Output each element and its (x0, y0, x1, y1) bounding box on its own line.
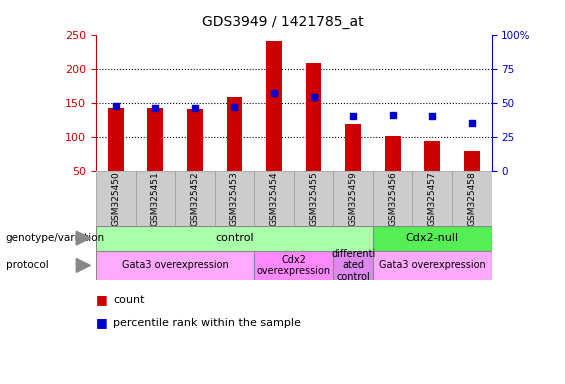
Text: GSM325455: GSM325455 (309, 171, 318, 226)
Point (309, 94, 318, 101)
Bar (215, 171, 254, 226)
Point (349, 113, 358, 119)
Text: GSM325450: GSM325450 (111, 171, 120, 226)
Text: GSM325457: GSM325457 (428, 171, 437, 226)
Bar (373, 250, 492, 280)
Bar (254, 171, 294, 226)
Point (111, 103, 120, 109)
Bar (373, 226, 492, 250)
Text: genotype/variation: genotype/variation (6, 233, 105, 243)
Bar (385, 136, 401, 171)
Bar (452, 171, 492, 226)
Bar (147, 108, 163, 171)
Bar (266, 41, 282, 171)
Text: GSM325452: GSM325452 (190, 171, 199, 226)
Point (467, 120, 476, 126)
Bar (333, 171, 373, 226)
Text: GSM325456: GSM325456 (388, 171, 397, 226)
Point (428, 113, 437, 119)
Text: protocol: protocol (6, 260, 49, 270)
Bar (187, 109, 203, 171)
Text: ■: ■ (96, 316, 108, 329)
Text: ■: ■ (96, 293, 108, 306)
Bar (108, 108, 124, 171)
Text: GSM325451: GSM325451 (151, 171, 160, 226)
Point (230, 104, 239, 110)
Bar (345, 124, 361, 171)
Text: Gata3 overexpression: Gata3 overexpression (379, 260, 485, 270)
Bar (136, 171, 175, 226)
Bar (306, 63, 321, 171)
Bar (412, 171, 452, 226)
Text: percentile rank within the sample: percentile rank within the sample (113, 318, 301, 328)
Bar (227, 98, 242, 171)
Point (190, 105, 199, 111)
Text: control: control (215, 233, 254, 243)
Text: GSM325458: GSM325458 (467, 171, 476, 226)
Bar (294, 171, 333, 226)
Bar (96, 171, 136, 226)
Bar (333, 250, 373, 280)
Bar (373, 171, 412, 226)
Text: Cdx2-null: Cdx2-null (406, 233, 459, 243)
Bar (424, 141, 440, 171)
Text: GSM325453: GSM325453 (230, 171, 239, 226)
Text: count: count (113, 295, 145, 305)
Text: Cdx2
overexpression: Cdx2 overexpression (257, 255, 331, 276)
Point (270, 90, 279, 96)
Bar (254, 250, 333, 280)
Text: Gata3 overexpression: Gata3 overexpression (122, 260, 228, 270)
Bar (464, 151, 480, 171)
Bar (96, 250, 254, 280)
Text: differenti
ated
control: differenti ated control (331, 249, 375, 282)
Text: GDS3949 / 1421785_at: GDS3949 / 1421785_at (202, 15, 363, 29)
Point (151, 105, 160, 111)
Text: GSM325454: GSM325454 (270, 171, 279, 226)
Text: GSM325459: GSM325459 (349, 171, 358, 226)
Bar (175, 171, 215, 226)
Bar (96, 226, 373, 250)
Point (388, 112, 397, 118)
